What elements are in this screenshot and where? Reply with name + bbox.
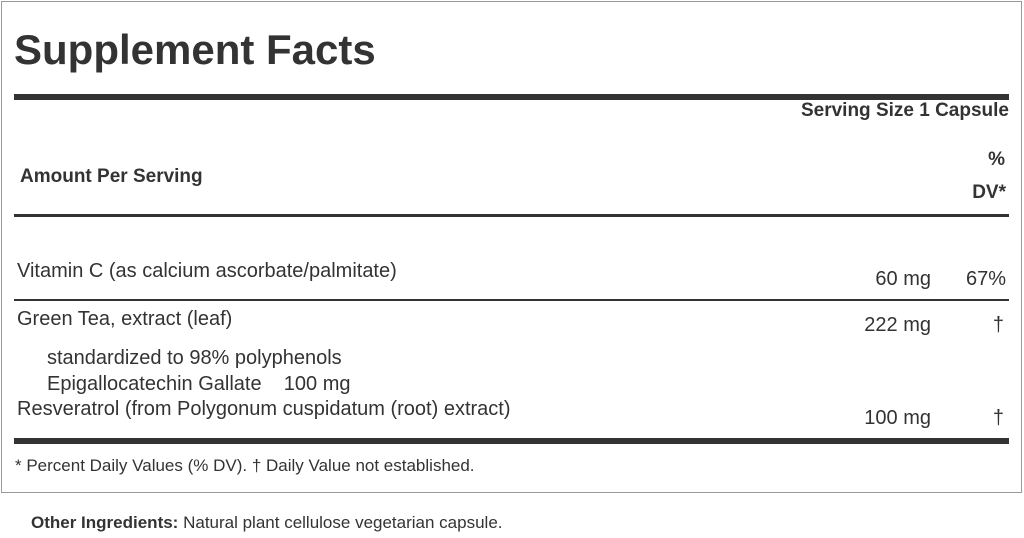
serving-size: Serving Size 1 Capsule	[800, 100, 1009, 121]
supplement-facts-panel	[1, 1, 1022, 493]
thick-divider	[14, 438, 1009, 444]
amount-per-serving-header: Amount Per Serving	[20, 166, 203, 187]
nutrient-name: Green Tea, extract (leaf)	[17, 308, 233, 330]
other-ingredients-text: Natural plant cellulose vegetarian capsu…	[178, 513, 503, 532]
nutrient-sub-detail: Epigallocatechin Gallate 100 mg	[47, 373, 351, 395]
nutrient-name: Vitamin C (as calcium ascorbate/palmitat…	[17, 260, 397, 282]
footnote: * Percent Daily Values (% DV). † Daily V…	[15, 456, 475, 475]
nutrient-amount: 60 mg	[875, 268, 931, 290]
header-divider	[14, 214, 1009, 217]
dv-header-dv: DV*	[972, 182, 1006, 203]
nutrient-dv: †	[992, 407, 1004, 429]
panel-title: Supplement Facts	[14, 26, 376, 73]
nutrient-sub-detail: standardized to 98% polyphenols	[47, 347, 342, 369]
dv-header-percent: %	[988, 149, 1005, 170]
other-ingredients-label: Other Ingredients:	[31, 513, 179, 532]
thick-divider	[14, 94, 1009, 100]
nutrient-amount: 100 mg	[864, 407, 931, 429]
nutrient-dv: 67%	[965, 268, 1006, 290]
nutrient-name: Resveratrol (from Polygonum cuspidatum (…	[17, 398, 511, 420]
row-divider	[14, 299, 1009, 301]
other-ingredients: Other Ingredients: Natural plant cellulo…	[31, 513, 503, 533]
nutrient-amount: 222 mg	[864, 314, 931, 336]
nutrient-dv: †	[992, 314, 1004, 336]
